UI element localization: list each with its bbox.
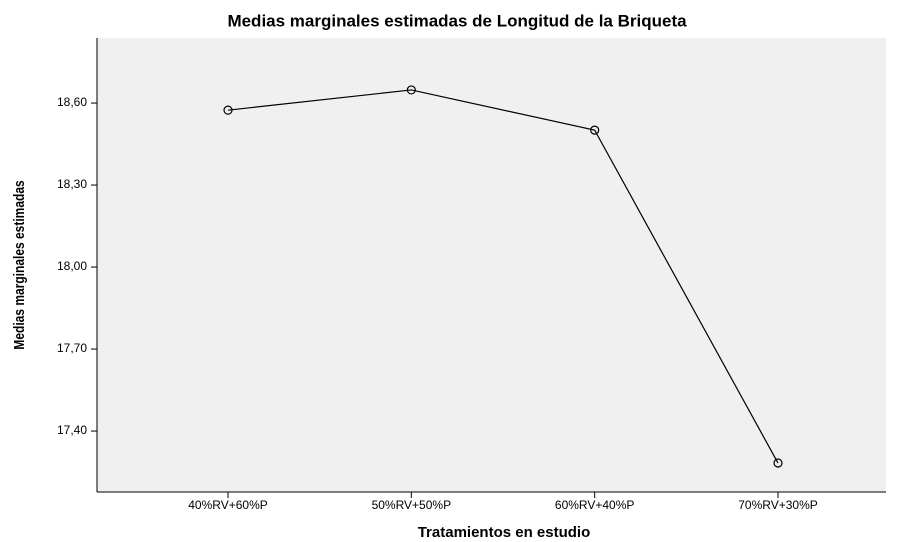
point <box>223 105 233 115</box>
line <box>227 89 779 464</box>
chart-title: Medias marginales estimadas de Longitud … <box>227 11 687 30</box>
x-tick-label: 50%RV+50%P <box>372 498 452 512</box>
point <box>590 125 600 135</box>
point <box>773 458 783 468</box>
y-tick-label: 17,70 <box>57 341 87 355</box>
x-axis-title: Tratamientos en estudio <box>418 524 591 541</box>
y-tick-label: 18,60 <box>57 95 87 109</box>
plot-area <box>97 38 886 492</box>
y-tick-label: 17,40 <box>57 423 87 437</box>
x-tick-label: 40%RV+60%P <box>188 498 268 512</box>
y-tick-label: 18,30 <box>57 177 87 191</box>
x-tick-label: 70%RV+30%P <box>738 498 818 512</box>
y-tick-label: 18,00 <box>57 259 87 273</box>
x-tick-label: 60%RV+40%P <box>555 498 635 512</box>
point <box>406 85 416 95</box>
y-axis-title: Medias marginales estimadas <box>11 180 28 349</box>
